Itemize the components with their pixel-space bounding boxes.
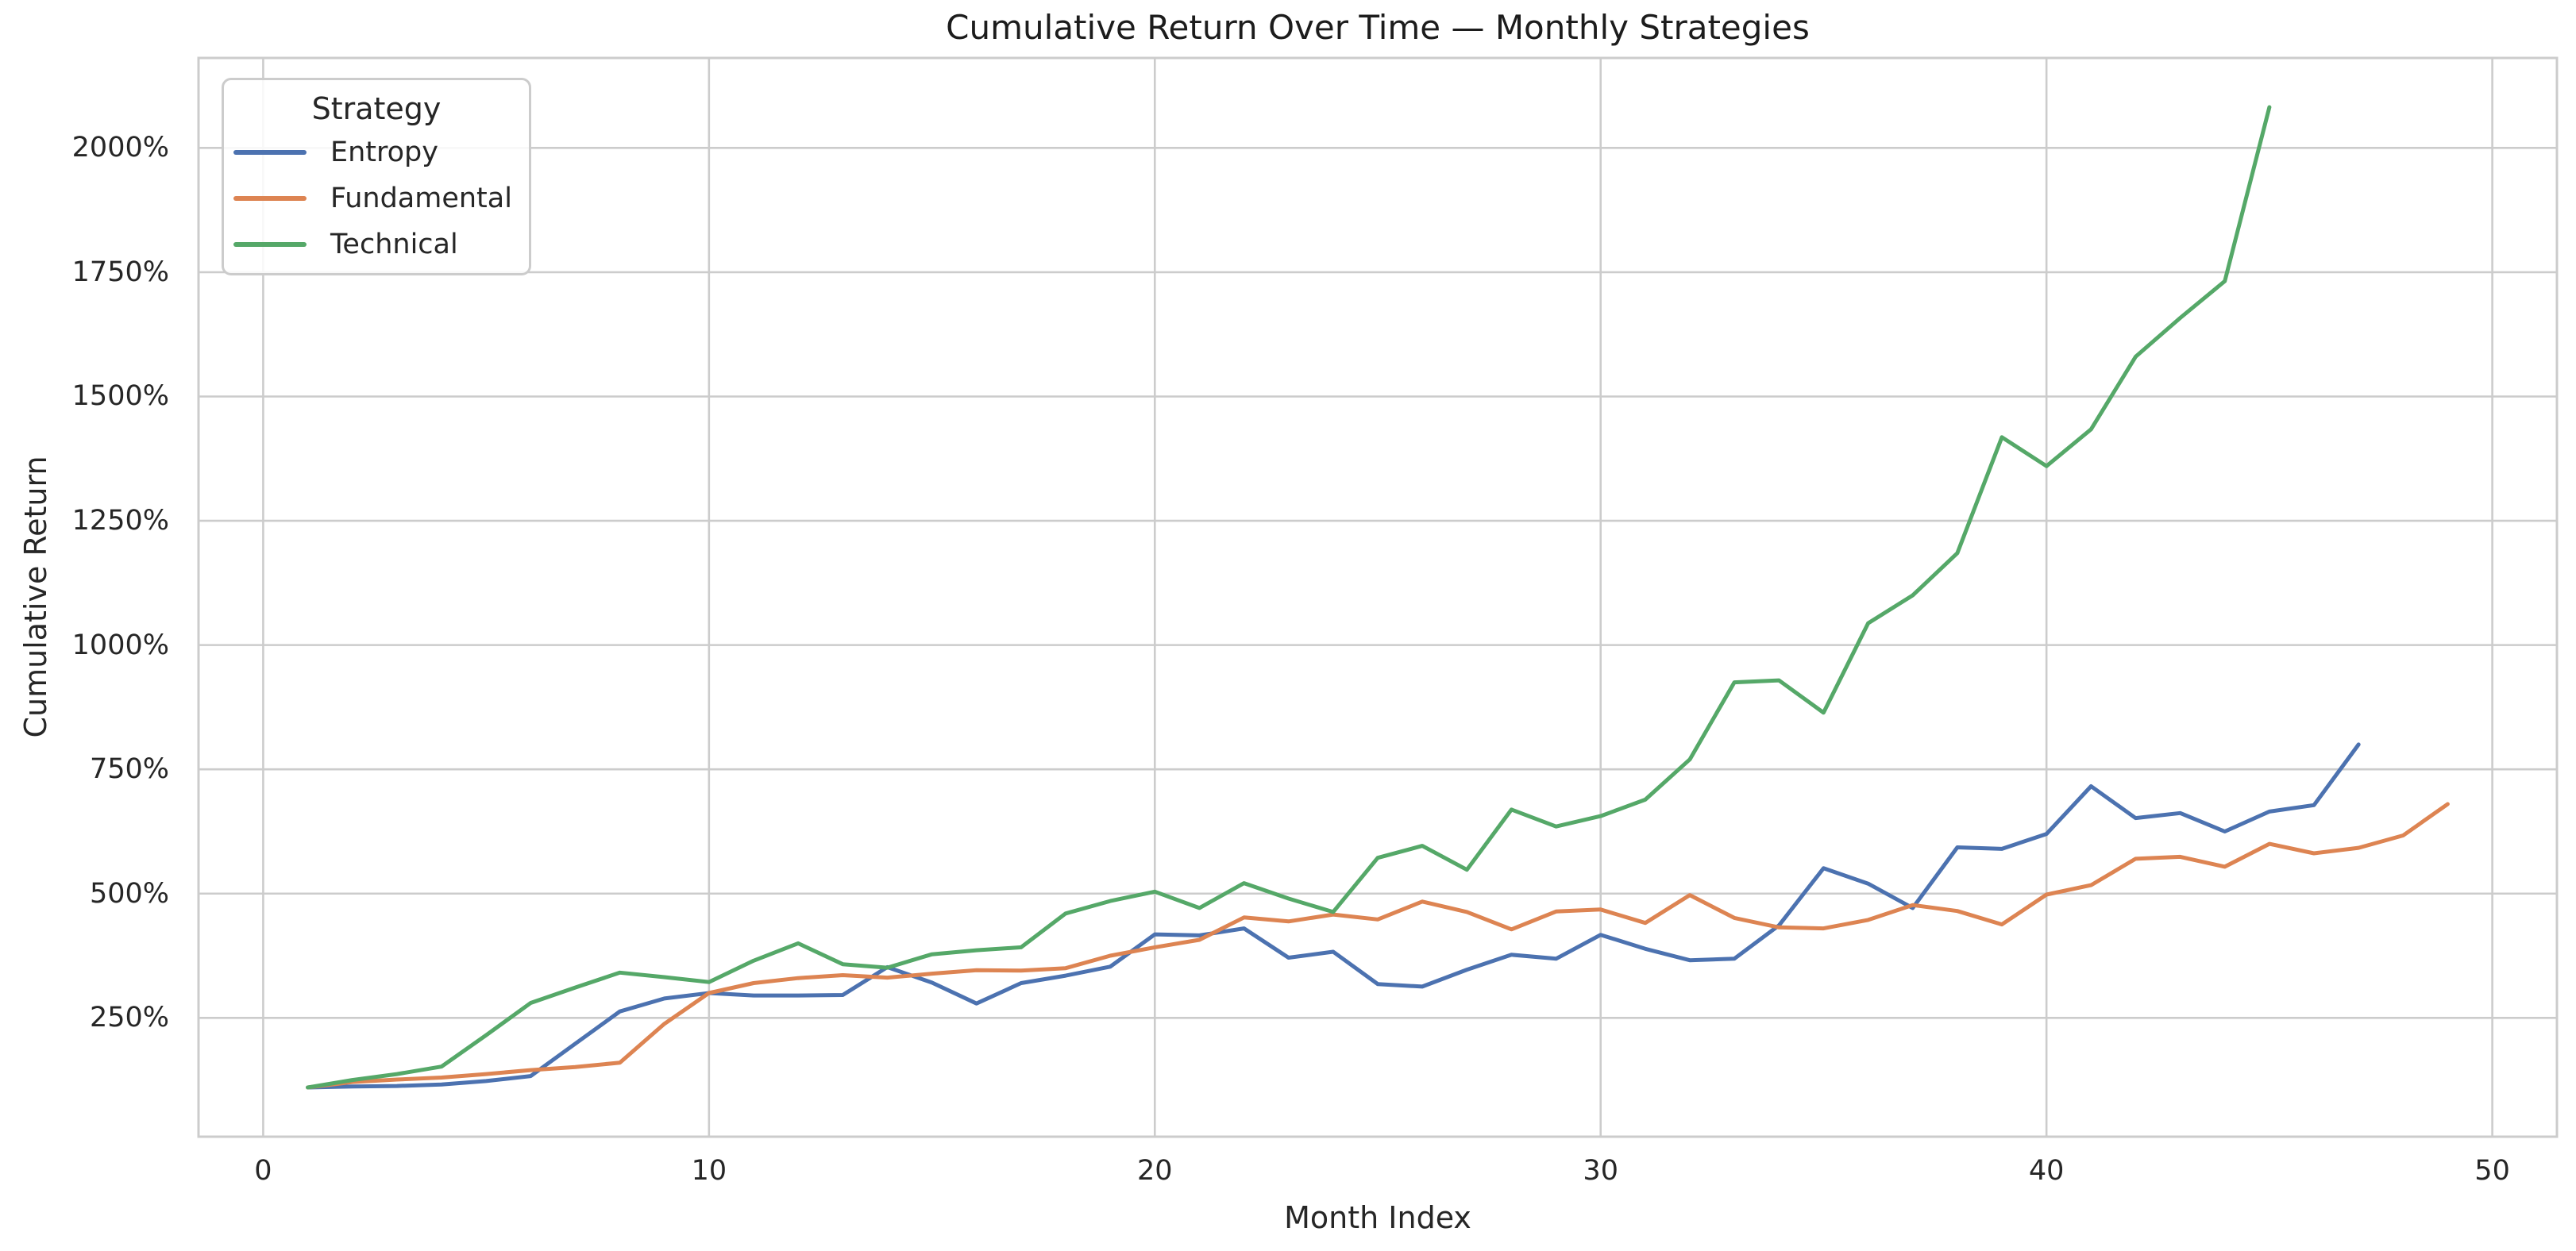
x-tick-label: 20 [1137, 1155, 1173, 1187]
series-line-technical [306, 105, 2272, 1090]
legend-swatch-icon [233, 150, 307, 155]
y-tick-label: 2000% [71, 132, 169, 164]
legend-title: Strategy [311, 91, 442, 126]
y-tick-label: 1500% [71, 380, 169, 413]
y-tick-label: 250% [89, 1002, 169, 1034]
y-tick-label: 1750% [71, 256, 169, 288]
legend-swatch-icon [233, 196, 307, 201]
series-line-fundamental [306, 802, 2450, 1090]
y-tick-label: 750% [89, 753, 169, 786]
x-tick-label: 0 [254, 1155, 272, 1187]
legend-label: Fundamental [330, 183, 512, 214]
legend-item-entropy: Entropy [224, 129, 529, 175]
x-tick-label: 30 [1583, 1155, 1618, 1187]
x-tick-label: 10 [691, 1155, 727, 1187]
plot-border [197, 56, 2559, 1138]
y-tick-label: 1250% [71, 505, 169, 537]
legend-label: Technical [330, 229, 458, 260]
y-tick-label: 1000% [71, 629, 169, 661]
x-tick-label: 50 [2474, 1155, 2510, 1187]
series-line-entropy [306, 742, 2361, 1090]
chart-title: Cumulative Return Over Time — Monthly St… [946, 8, 1810, 47]
legend-entries: Entropy Fundamental Technical [224, 129, 529, 268]
y-tick-label: 500% [89, 877, 169, 910]
legend-label: Entropy [330, 137, 438, 168]
x-tick-label: 40 [2028, 1155, 2065, 1187]
legend-swatch-icon [233, 242, 307, 247]
legend-item-technical: Technical [224, 221, 529, 268]
x-axis-label: Month Index [1284, 1200, 1471, 1235]
legend-item-fundamental: Fundamental [224, 175, 529, 221]
legend: Strategy Entropy Fundamental Technical [222, 78, 531, 275]
